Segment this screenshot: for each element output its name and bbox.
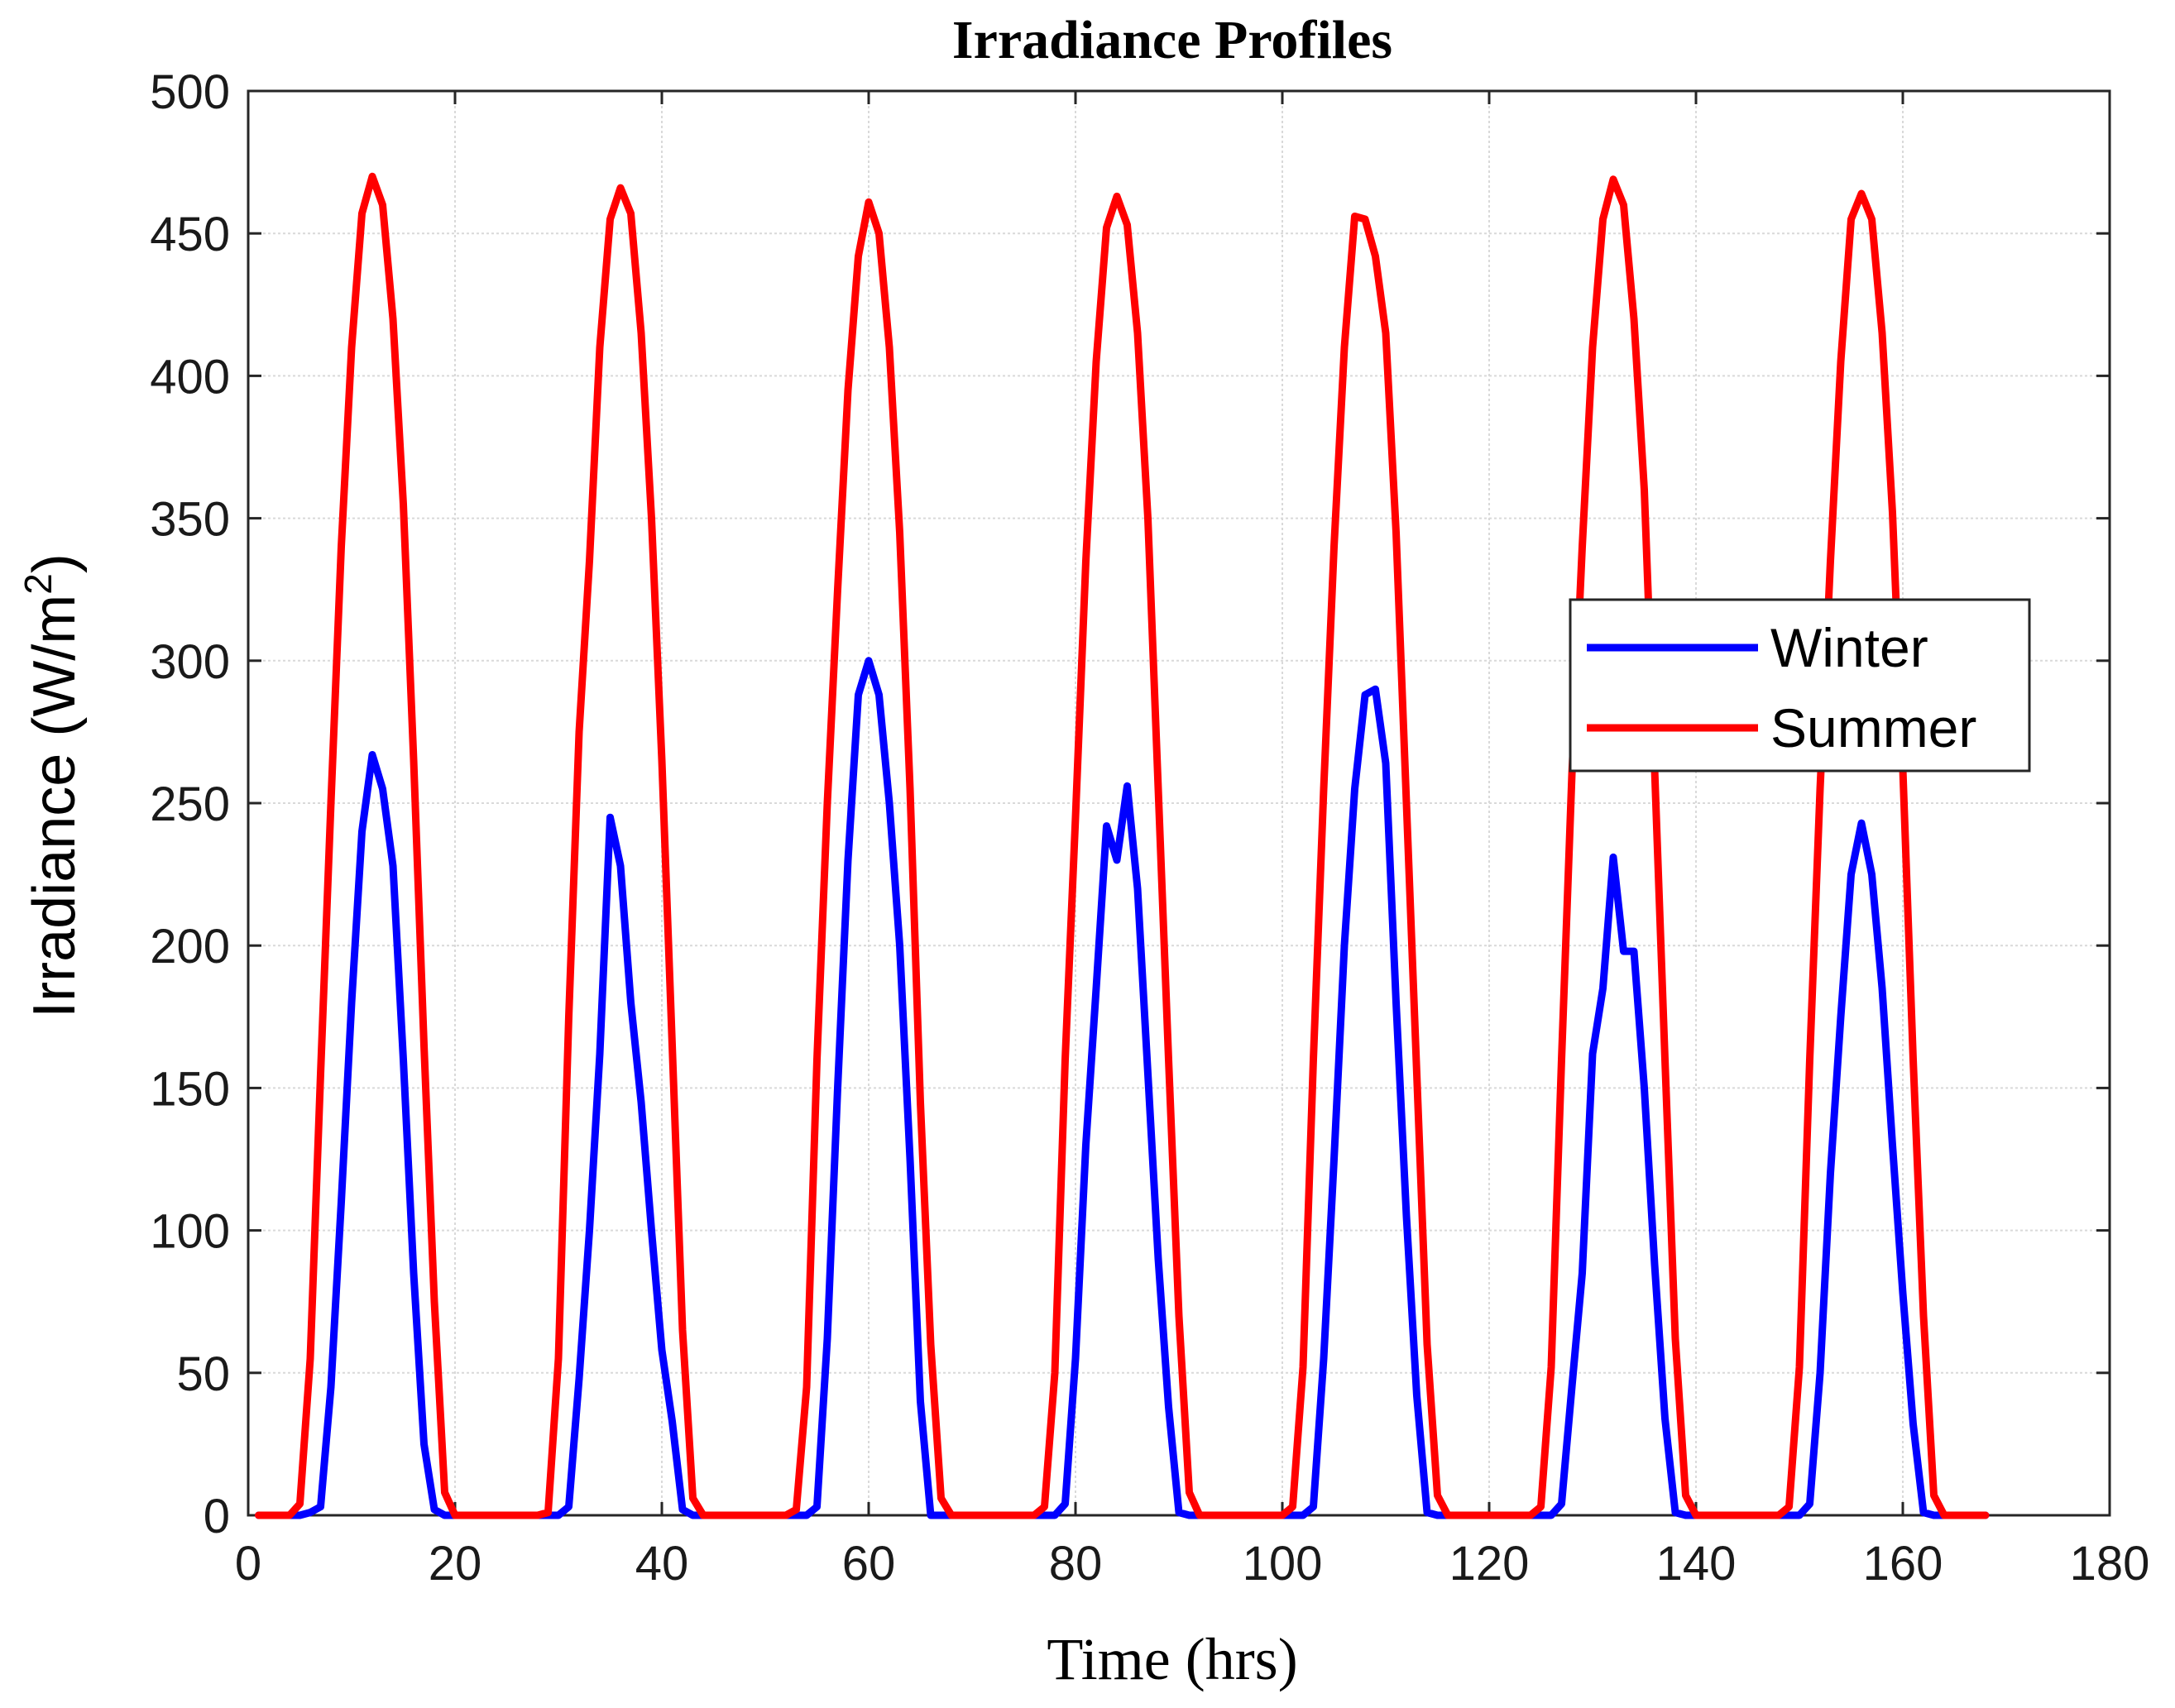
y-tick-label: 150 [150,1062,230,1116]
y-tick-label: 50 [176,1347,230,1401]
y-tick-label: 250 [150,777,230,831]
y-axis-label-superscript: 2 [17,573,60,595]
x-tick-label: 120 [1449,1537,1530,1591]
x-tick-label: 140 [1656,1537,1737,1591]
legend-box [1569,598,2031,773]
y-tick-label: 450 [150,208,230,261]
x-tick-label: 80 [1049,1537,1103,1591]
y-tick-label: 0 [204,1490,230,1543]
series-line-summer [255,172,1990,1519]
x-tick-label: 60 [842,1537,896,1591]
x-tick-label: 40 [635,1537,689,1591]
x-tick-label: 0 [235,1537,261,1591]
y-axis-label: Irradiance (W/m2) [17,553,88,1018]
y-axis-label-main: Irradiance (W/m [22,595,88,1018]
y-tick-label: 350 [150,493,230,547]
y-tick-label: 500 [150,65,230,119]
axis-ticks: 0 20 40 60 80 100 120 140 160 180 0 50 100 150 200 250 3… [150,65,2149,1591]
x-axis-label: Time (hrs) [1047,1626,1297,1692]
series-line-winter [255,657,1990,1519]
x-tick-label: 180 [2070,1537,2150,1591]
y-tick-label: 400 [150,350,230,404]
series-group [255,172,1990,1519]
legend: Winter Summer [1569,598,2031,773]
y-tick-label: 200 [150,920,230,974]
legend-label-summer: Summer [1770,697,1976,758]
y-tick-label: 100 [150,1205,230,1259]
y-axis-label-close: ) [22,553,88,573]
x-tick-label: 100 [1243,1537,1323,1591]
chart-title: Irradiance Profiles [952,10,1392,70]
x-tick-label: 20 [429,1537,482,1591]
y-tick-label: 300 [150,635,230,689]
legend-label-winter: Winter [1770,617,1928,678]
x-tick-label: 160 [1863,1537,1943,1591]
